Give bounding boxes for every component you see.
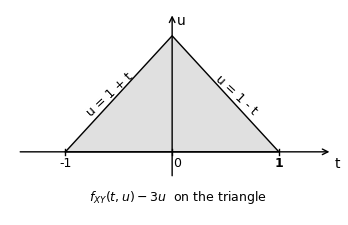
- Text: $f_{XY}(t,u) - 3u$  on the triangle: $f_{XY}(t,u) - 3u$ on the triangle: [88, 188, 267, 205]
- Text: -1: -1: [59, 156, 72, 169]
- Text: u = 1 - t: u = 1 - t: [213, 72, 260, 117]
- Polygon shape: [65, 37, 279, 152]
- Text: 0: 0: [174, 156, 181, 169]
- Text: u = 1 + t: u = 1 + t: [85, 70, 136, 119]
- Text: t: t: [334, 157, 340, 171]
- Text: 1: 1: [275, 156, 283, 169]
- Text: u: u: [176, 14, 185, 27]
